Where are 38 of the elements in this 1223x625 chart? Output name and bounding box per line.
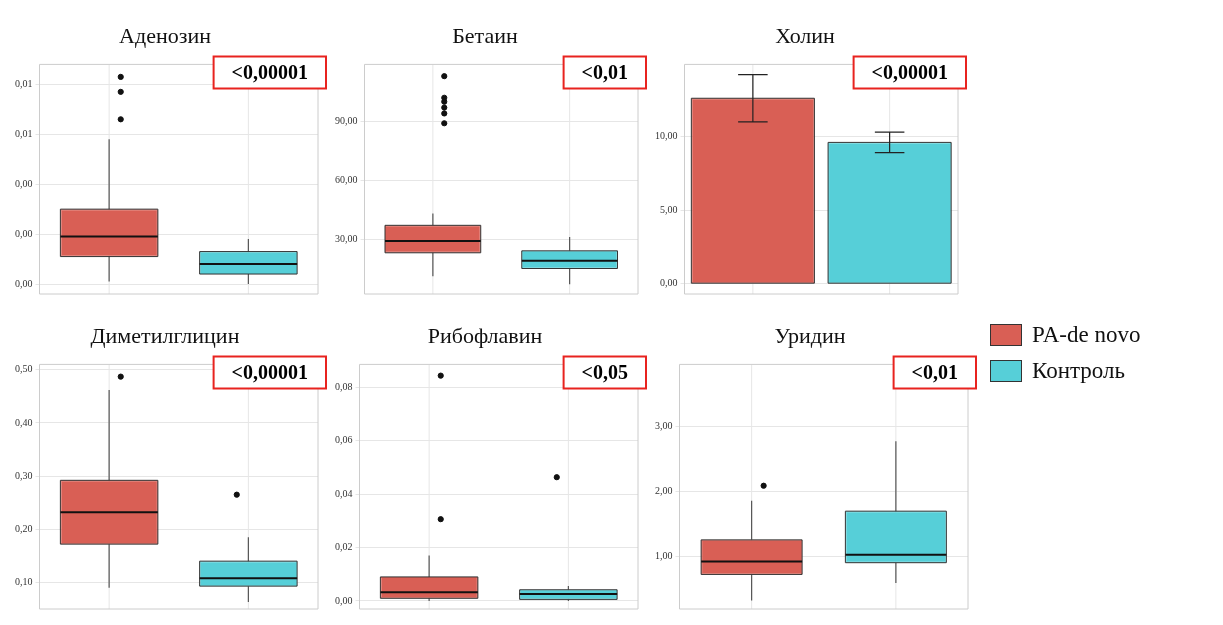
chart-title: Бетаин bbox=[452, 22, 519, 48]
y-tick-label: 60,00 bbox=[335, 173, 358, 185]
chart-title: Уридин bbox=[774, 322, 846, 348]
y-tick-label: 3,00 bbox=[655, 419, 673, 431]
chart-title: Рибофлавин bbox=[427, 322, 543, 348]
chart-title: Диметилглицин bbox=[90, 322, 240, 348]
y-tick-label: 0,00 bbox=[15, 177, 33, 189]
y-tick-label: 0,30 bbox=[15, 469, 33, 481]
y-tick-label: 0,00 bbox=[15, 227, 33, 239]
annotation: <0,01 bbox=[911, 360, 958, 383]
chart-title: Холин bbox=[775, 22, 836, 48]
legend-label: Контроль bbox=[1032, 358, 1125, 384]
y-tick-label: 0,02 bbox=[335, 541, 353, 553]
y-tick-label: 0,01 bbox=[15, 127, 33, 139]
y-tick-label: 10,00 bbox=[655, 130, 678, 142]
annotation: <0,05 bbox=[581, 360, 628, 383]
y-tick-label: 0,00 bbox=[15, 277, 33, 289]
y-tick-label: 0,10 bbox=[15, 576, 33, 588]
y-tick-label: 2,00 bbox=[655, 485, 673, 497]
annotation: <0,00001 bbox=[871, 60, 948, 83]
y-tick-label: 0,04 bbox=[335, 487, 353, 499]
y-tick-label: 90,00 bbox=[335, 114, 358, 126]
y-tick-label: 5,00 bbox=[660, 203, 678, 215]
annotation: <0,00001 bbox=[231, 60, 308, 83]
y-tick-label: 0,20 bbox=[15, 522, 33, 534]
y-tick-label: 0,00 bbox=[335, 594, 353, 606]
y-tick-label: 0,01 bbox=[15, 77, 33, 89]
y-tick-label: 0,06 bbox=[335, 434, 353, 446]
y-tick-label: 0,40 bbox=[15, 416, 33, 428]
y-tick-label: 0,50 bbox=[15, 363, 33, 375]
legend-label: PA-de novo bbox=[1032, 322, 1141, 348]
annotation: <0,01 bbox=[581, 60, 628, 83]
chart-title: Аденозин bbox=[119, 22, 212, 48]
y-tick-label: 1,00 bbox=[655, 550, 673, 562]
y-tick-label: 0,00 bbox=[660, 277, 678, 289]
y-tick-label: 30,00 bbox=[335, 232, 358, 244]
y-tick-label: 0,08 bbox=[335, 380, 353, 392]
annotation: <0,00001 bbox=[231, 360, 308, 383]
